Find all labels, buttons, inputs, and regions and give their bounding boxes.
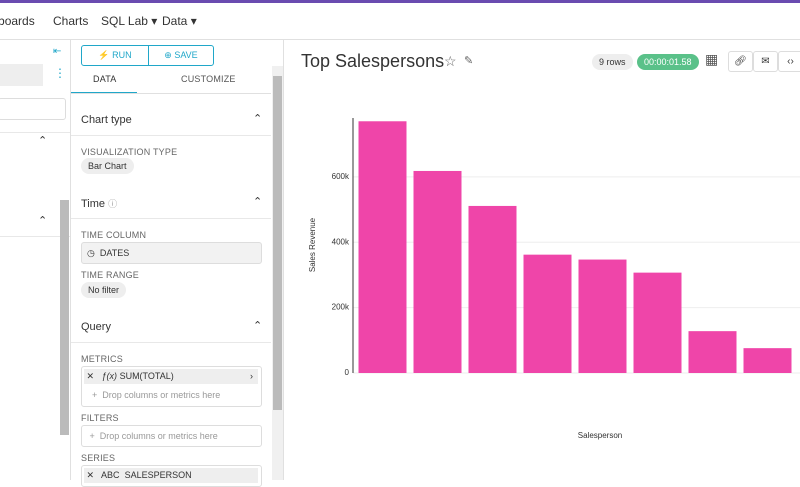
nav-item[interactable]: Dashboards <box>0 14 35 28</box>
time-range[interactable]: No filter <box>81 282 127 298</box>
chevron[interactable]: ⌃ <box>253 320 263 332</box>
y-tick-label: 0 <box>345 368 350 377</box>
nav-item[interactable]: Charts <box>53 14 89 28</box>
series-type: ABC <box>101 470 120 480</box>
y-axis-label: Sales Revenue <box>308 217 317 272</box>
edit-icon[interactable]: ✎ <box>464 55 474 67</box>
filters-drop[interactable]: + Drop columns or metrics here <box>81 425 262 447</box>
field-label: FILTERS <box>81 413 119 423</box>
control-panel: ⚡ RUN ⊕ SAVE DATA CUSTOMIZE Chart type ⌃… <box>71 40 284 487</box>
divider <box>0 236 70 237</box>
search-input[interactable] <box>0 98 66 120</box>
tab[interactable]: CUSTOMIZE <box>181 74 236 84</box>
bar <box>358 121 407 374</box>
metric-icon: ƒ(x) <box>101 371 118 381</box>
metric-pill[interactable]: ✕ ƒ(x) SUM(TOTAL) › <box>84 369 258 384</box>
timer: 00:00:01.58 <box>637 54 699 70</box>
chart: Sales Revenue Salesperson 0 200k 400k 600k <box>308 118 800 440</box>
email-button[interactable]: ✉ <box>753 51 778 72</box>
series-text: SALESPERSON <box>124 470 192 480</box>
drop-zone[interactable]: + Drop columns or metrics here <box>92 390 221 400</box>
collapse-icon[interactable]: ⇤ <box>53 46 62 57</box>
series-box: ✕ ABC SALESPERSON <box>81 465 262 487</box>
bar <box>743 348 792 373</box>
calendar-icon[interactable]: ▦ <box>705 51 719 67</box>
link-button[interactable]: 🔗︎ <box>728 51 753 72</box>
y-tick-label: 600k <box>332 172 350 181</box>
bar <box>578 259 627 373</box>
divider <box>71 93 271 94</box>
datasource-panel: ⇤ ⋮ ⌃ ⌃ <box>0 40 71 480</box>
nav-item[interactable]: SQL Lab ▾ <box>101 14 158 28</box>
run-save: ⚡ RUN ⊕ SAVE <box>81 45 214 66</box>
chart-title: Top Salespersons <box>301 51 445 71</box>
field-label: TIME RANGE <box>81 270 140 280</box>
chevron[interactable]: ⌃ <box>38 135 48 147</box>
divider <box>71 218 271 219</box>
field-label: METRICS <box>81 354 123 364</box>
save-button[interactable]: ⊕ SAVE <box>164 50 198 60</box>
bar <box>688 331 737 373</box>
section-title[interactable]: Query <box>81 321 111 333</box>
field-label: TIME COLUMN <box>81 230 147 240</box>
y-tick-label: 200k <box>332 303 350 312</box>
divider <box>71 342 271 343</box>
nav-item[interactable]: Data ▾ <box>162 14 197 28</box>
series-pill[interactable]: ✕ ABC SALESPERSON <box>84 468 258 483</box>
metric-text: SUM(TOTAL) <box>119 371 174 381</box>
run-button[interactable]: ⚡ RUN <box>82 46 149 65</box>
bar <box>633 272 682 373</box>
divider <box>71 135 271 136</box>
top-nav: Dashboards Charts SQL Lab ▾ Data ▾ <box>0 0 800 40</box>
section-title[interactable]: Chart type <box>81 114 132 126</box>
time-column[interactable]: ◷ DATES <box>81 242 262 264</box>
save-text: SAVE <box>174 50 198 60</box>
field-label: SERIES <box>81 453 116 463</box>
chevron[interactable]: ⌃ <box>38 215 48 227</box>
menu-icon[interactable]: ⋮ <box>54 66 66 80</box>
scrollbar[interactable] <box>60 200 69 435</box>
chevron[interactable]: ⌃ <box>253 113 263 125</box>
embed-button[interactable]: ‹› <box>778 51 800 72</box>
bar <box>523 254 572 373</box>
metrics-box: ✕ ƒ(x) SUM(TOTAL) › + Drop columns or met… <box>81 366 262 407</box>
divider <box>0 132 70 133</box>
row-count: 9 rows <box>592 54 633 70</box>
section-title[interactable]: Time ⓘ <box>81 198 118 210</box>
x-axis-label: Salesperson <box>578 431 622 440</box>
tab[interactable]: DATA <box>93 74 117 84</box>
section-text: Time <box>81 198 106 210</box>
bar <box>468 205 517 373</box>
bar <box>413 170 462 373</box>
viz-type[interactable]: Bar Chart <box>81 158 134 174</box>
chevron[interactable]: ⌃ <box>253 196 263 208</box>
drop-text: Drop columns or metrics here <box>102 390 221 400</box>
nav-text: SQL Lab <box>101 14 148 28</box>
scrollbar[interactable] <box>273 76 282 410</box>
run-text: RUN <box>112 50 132 60</box>
drop-text: Drop columns or metrics here <box>99 431 218 441</box>
nav-text: Data <box>162 14 188 28</box>
star-icon[interactable]: ☆ <box>444 53 457 69</box>
field-label: VISUALIZATION TYPE <box>81 147 178 157</box>
y-tick-label: 400k <box>332 237 350 246</box>
time-column-text: DATES <box>99 248 130 258</box>
dataset-box[interactable] <box>0 64 43 86</box>
